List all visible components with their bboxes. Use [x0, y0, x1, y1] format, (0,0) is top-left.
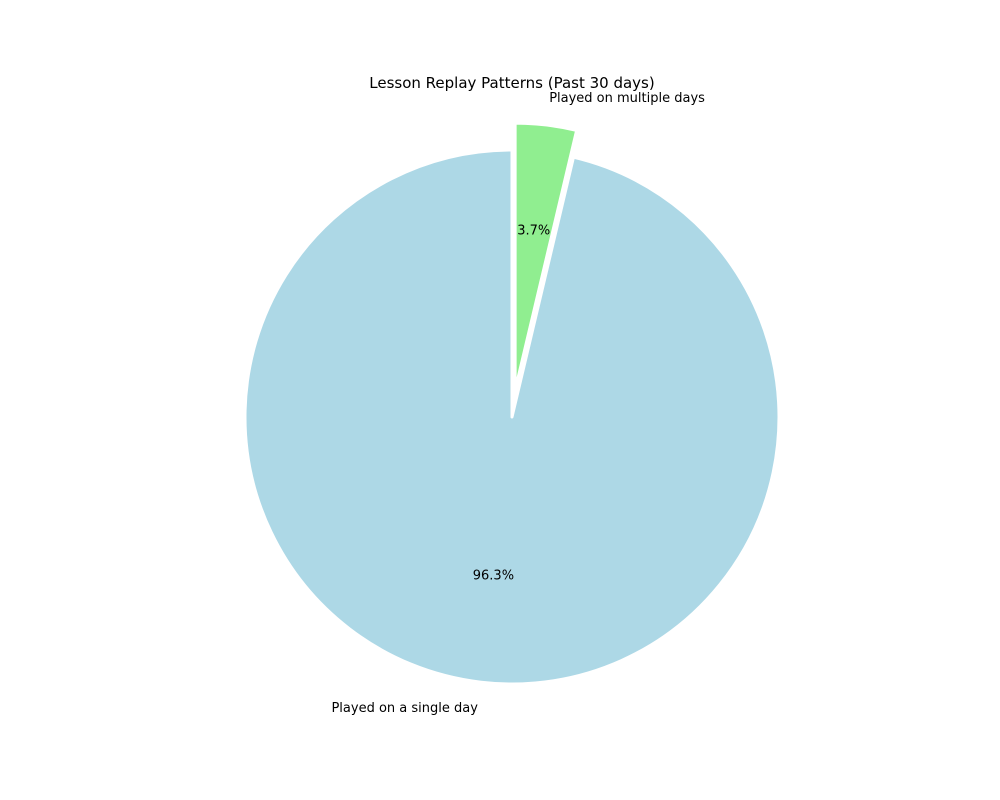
chart-title: Lesson Replay Patterns (Past 30 days)	[369, 74, 654, 92]
labels-layer: Played on multiple days 3.7% Played on a s…	[331, 91, 705, 716]
pie-slice-1	[243, 148, 781, 686]
slice-label-1: Played on a single day	[331, 701, 478, 716]
slice-pct-label-0: 3.7%	[517, 224, 550, 239]
slices-layer	[243, 121, 781, 686]
pie-slice-0	[513, 121, 579, 392]
slice-label-0: Played on multiple days	[549, 91, 705, 106]
slice-pct-label-1: 96.3%	[473, 569, 514, 584]
